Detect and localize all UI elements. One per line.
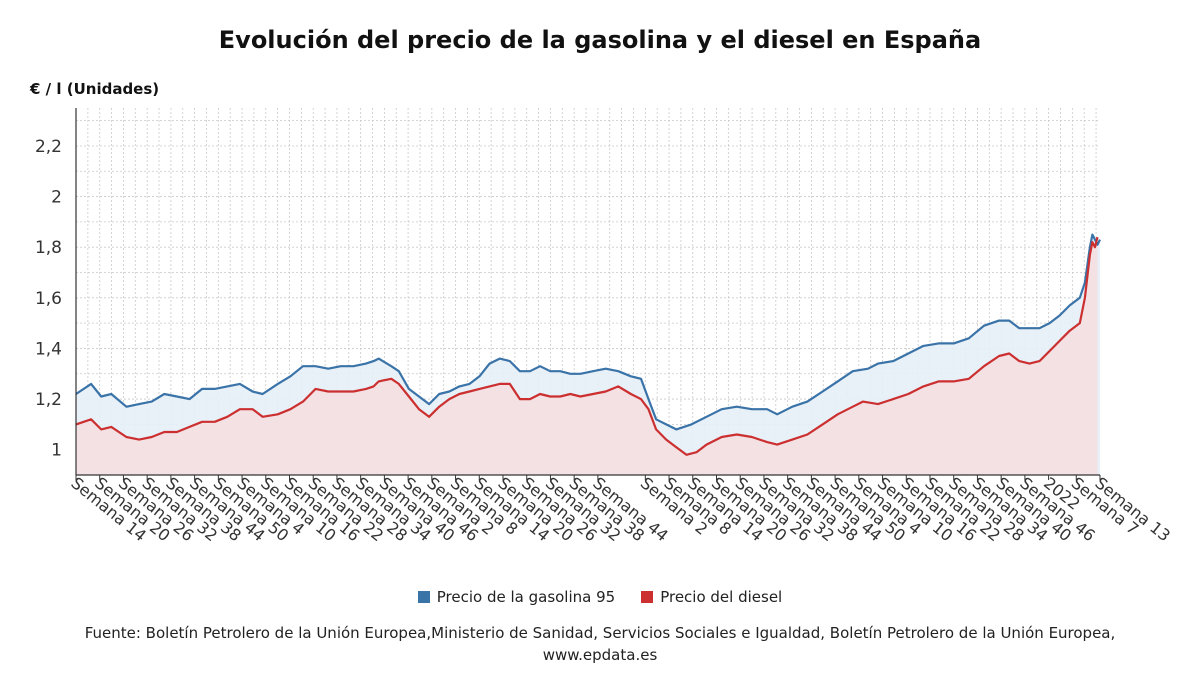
source-note: Fuente: Boletín Petrolero de la Unión Eu… <box>84 624 1116 664</box>
axes <box>75 108 1101 480</box>
legend-label-gasolina: Precio de la gasolina 95 <box>436 588 616 606</box>
series-line-gasolina <box>75 233 1101 431</box>
series-area-diesel <box>76 237 1098 475</box>
series-line-diesel <box>75 236 1099 456</box>
y-axis-label: € / l (Unidades) <box>30 80 160 98</box>
y-tick-label: 1,8 <box>35 238 62 258</box>
series-lines <box>75 233 1101 456</box>
legend-swatch-gasolina <box>417 591 430 603</box>
y-tick-label: 1,2 <box>35 390 62 410</box>
y-tick-label: 2 <box>51 188 62 208</box>
y-tick-label: 1,4 <box>35 339 62 359</box>
y-tick-labels: 1 1,2 1,4 1,6 1,8 2 2,2 <box>35 137 62 461</box>
chart-title: Evolución del precio de la gasolina y el… <box>218 26 982 54</box>
legend-label-diesel: Precio del diesel <box>660 588 783 606</box>
legend-swatch-diesel <box>641 591 654 603</box>
y-tick-label: 1 <box>51 441 62 461</box>
y-tick-label: 2,2 <box>35 137 62 157</box>
legend-item-diesel[interactable]: Precio del diesel <box>641 588 782 606</box>
legend: Precio de la gasolina 95 Precio del dies… <box>0 588 1200 606</box>
legend-item-gasolina[interactable]: Precio de la gasolina 95 <box>417 588 616 606</box>
y-tick-label: 1,6 <box>35 289 62 309</box>
series-areas <box>76 234 1100 475</box>
